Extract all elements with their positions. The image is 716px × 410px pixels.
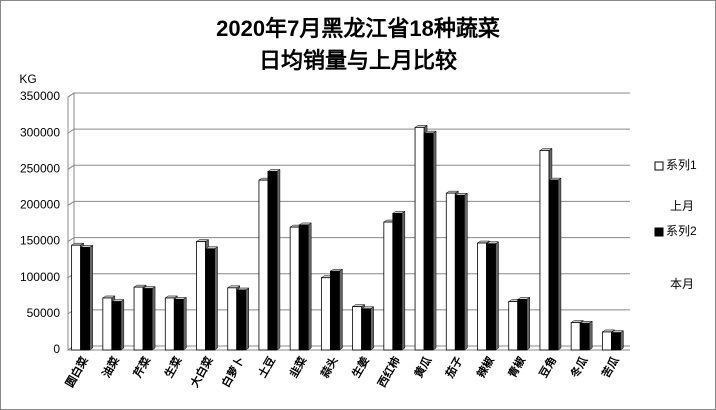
- legend-label: 系列2: [666, 224, 697, 238]
- y-tick-label: 50000: [27, 306, 61, 320]
- bar-side: [307, 222, 312, 351]
- bar: [539, 150, 550, 351]
- bar: [423, 132, 434, 351]
- y-tick-label: 250000: [20, 161, 60, 175]
- bar: [320, 277, 331, 351]
- bar-side: [120, 299, 125, 351]
- grid-line: [67, 237, 630, 242]
- chart-title: 日均销量与上月比较: [259, 48, 457, 73]
- bar-side: [432, 130, 437, 351]
- bar: [289, 226, 300, 351]
- bar: [579, 322, 590, 351]
- bar-side: [588, 320, 593, 351]
- bar-side: [620, 330, 624, 351]
- bar: [258, 179, 269, 351]
- bar-side: [339, 268, 343, 351]
- bar: [102, 297, 113, 351]
- bar-side: [401, 210, 406, 351]
- bar: [164, 297, 175, 351]
- bar: [601, 331, 612, 351]
- bar: [477, 242, 487, 351]
- y-tick-label: 350000: [20, 89, 60, 103]
- bar: [80, 246, 91, 351]
- bar-side: [214, 246, 218, 351]
- bar: [205, 248, 215, 351]
- bar: [508, 301, 519, 351]
- bar: [445, 192, 456, 351]
- bar: [610, 332, 621, 351]
- grid-line: [67, 164, 630, 170]
- bar: [570, 322, 581, 351]
- legend-swatch: [654, 161, 664, 171]
- legend-note: 上月: [670, 199, 694, 213]
- legend-note: 本月: [670, 277, 694, 291]
- bar-side: [526, 296, 530, 351]
- bar: [392, 212, 403, 351]
- bar: [133, 286, 144, 351]
- bar-side: [464, 192, 468, 351]
- grid-line: [67, 92, 630, 98]
- bar: [236, 289, 247, 351]
- y-axis-label: KG: [19, 72, 36, 86]
- bar-side: [276, 168, 281, 351]
- chart-title: 2020年7月黑龙江省18种蔬菜: [216, 16, 500, 41]
- legend-label: 系列1: [666, 158, 697, 172]
- bar: [111, 301, 122, 351]
- bar: [352, 306, 363, 351]
- grid-line: [67, 200, 630, 206]
- grid-line: [67, 128, 630, 134]
- y-tick-label: 0: [53, 342, 60, 356]
- bar: [517, 298, 528, 351]
- bar: [361, 308, 372, 351]
- bar: [329, 270, 340, 351]
- bar: [71, 244, 82, 351]
- y-tick-label: 200000: [20, 198, 60, 212]
- bar: [173, 298, 184, 351]
- y-tick-label: 100000: [20, 270, 60, 284]
- bar-side: [370, 306, 374, 351]
- bar: [548, 179, 559, 351]
- bar: [486, 243, 496, 351]
- bar-side: [557, 177, 562, 351]
- bar-side: [89, 244, 93, 351]
- bar-side: [495, 241, 499, 351]
- bar: [383, 221, 394, 351]
- y-tick-label: 150000: [20, 234, 60, 248]
- bar-side: [245, 287, 249, 351]
- bar: [298, 224, 309, 351]
- bar: [454, 194, 465, 351]
- bar: [414, 126, 425, 351]
- bar: [142, 288, 153, 351]
- bar: [196, 241, 206, 351]
- bar: [267, 171, 278, 351]
- bar-side: [183, 296, 187, 351]
- bar: [227, 287, 238, 351]
- y-tick-label: 300000: [20, 125, 60, 139]
- bar-side: [151, 286, 156, 351]
- legend-swatch: [654, 227, 664, 237]
